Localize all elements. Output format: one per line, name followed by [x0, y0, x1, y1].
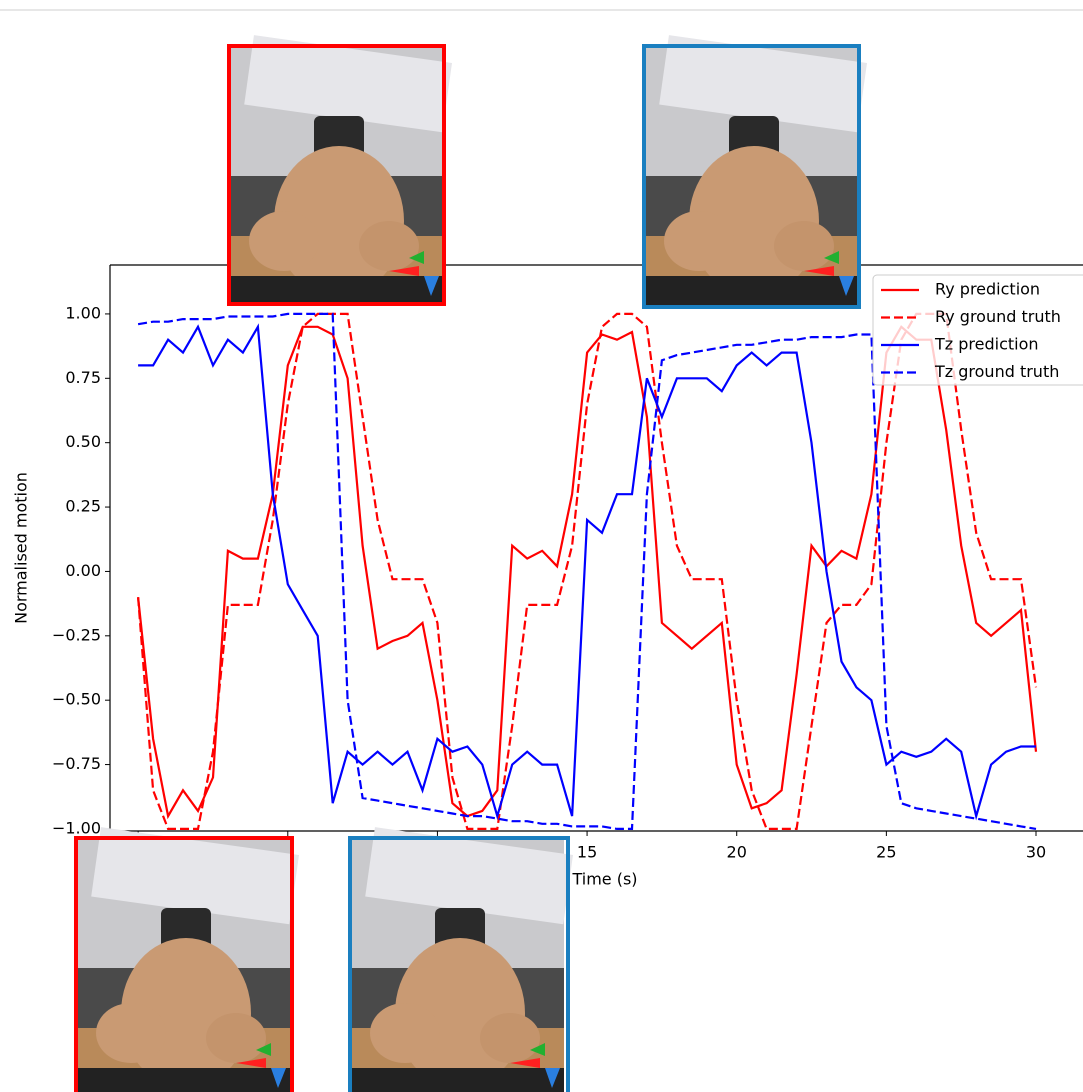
y-tick-label: 0.00 [65, 561, 101, 580]
x-tick-label: 25 [876, 843, 896, 862]
x-tick-label: 15 [577, 843, 597, 862]
photo-inset [74, 827, 300, 1092]
y-tick-label: −0.25 [52, 625, 101, 644]
legend: Ry prediction Ry ground truth Tz predictio… [872, 274, 1083, 386]
series-line [137, 312, 1037, 830]
photo-inset [227, 35, 453, 306]
y-tick-label: −0.50 [52, 690, 101, 709]
y-tick-label: 1.00 [65, 303, 101, 322]
legend-box [872, 274, 1083, 386]
photo-inset [348, 827, 574, 1092]
x-tick-label: 30 [1026, 843, 1046, 862]
y-axis-label: Normalised motion [12, 472, 31, 624]
y-tick-label: 0.25 [65, 497, 101, 516]
x-tick-label: 20 [727, 843, 747, 862]
legend-label: Tz ground truth [934, 362, 1059, 381]
series-line [137, 312, 1038, 830]
x-axis-label: Time (s) [571, 870, 637, 889]
legend-label: Tz prediction [934, 335, 1039, 354]
y-tick-label: −1.00 [52, 818, 101, 837]
y-tick-label: 0.50 [65, 432, 101, 451]
photo-inset [642, 35, 868, 309]
y-tick-label: −0.75 [52, 754, 101, 773]
legend-label: Ry prediction [935, 280, 1040, 299]
legend-label: Ry ground truth [935, 307, 1061, 326]
series-line [138, 323, 1036, 821]
y-tick-label: 0.75 [65, 368, 101, 387]
